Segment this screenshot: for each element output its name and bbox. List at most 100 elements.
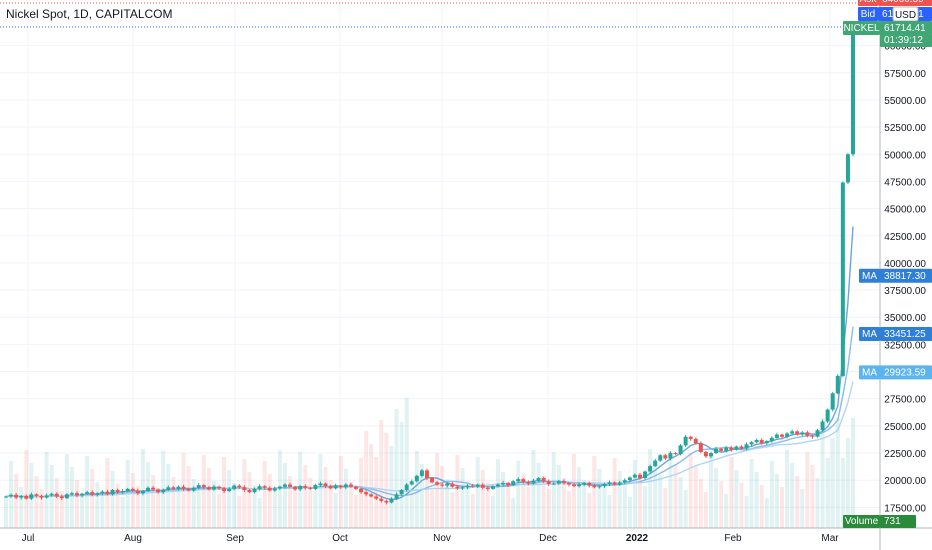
candle-body	[693, 438, 698, 444]
volume-bar	[171, 477, 176, 528]
candle-body	[734, 446, 739, 450]
candle-body	[313, 485, 318, 489]
candle-body	[90, 492, 95, 495]
candle-body	[744, 444, 749, 449]
volume-bar	[805, 452, 810, 528]
candle-body	[166, 487, 171, 490]
volume-bar	[394, 409, 399, 528]
candle-body	[211, 486, 216, 490]
volume-bar	[95, 482, 100, 528]
volume-bar	[318, 454, 323, 528]
volume-bar	[348, 482, 353, 528]
volume-bar	[724, 494, 729, 528]
currency-button[interactable]: USD	[892, 6, 919, 22]
volume-bar	[719, 481, 724, 528]
volume-tag-value: 731	[880, 515, 916, 528]
volume-bar	[845, 438, 850, 528]
volume-bar	[501, 472, 506, 528]
candle-body	[196, 485, 201, 488]
candle-body	[506, 482, 511, 486]
volume-bar	[790, 463, 795, 528]
volume-bar	[379, 420, 384, 528]
candle-body	[708, 453, 713, 457]
candle-body	[288, 484, 293, 487]
volume-bar	[480, 470, 485, 528]
candle-body	[414, 475, 419, 482]
volume-bar	[643, 486, 648, 528]
volume-bar	[39, 489, 44, 528]
volume-bar	[582, 480, 587, 528]
volume-bar	[688, 453, 693, 528]
volume-bar	[708, 455, 713, 528]
volume-bar	[146, 462, 151, 528]
candle-body	[424, 470, 429, 479]
x-tick-label: Feb	[724, 533, 742, 544]
y-tick-label: 60000.00	[884, 42, 926, 53]
candle-body	[516, 479, 521, 482]
volume-bar	[693, 466, 698, 528]
volume-bar	[546, 489, 551, 528]
candle-body	[597, 486, 602, 488]
volume-bar	[34, 476, 39, 528]
candle-body	[59, 496, 64, 499]
volume-bar	[115, 484, 120, 528]
candle-body	[541, 478, 546, 482]
candle-body	[293, 486, 298, 490]
y-tick-label: 22500.00	[884, 449, 926, 460]
ma-tag-value-3-text: 29923.59	[884, 367, 926, 378]
candle-body	[171, 487, 176, 489]
candle-body	[840, 182, 845, 376]
bid-label: Bid	[858, 7, 878, 21]
volume-bar	[769, 461, 774, 528]
volume-bar	[374, 457, 379, 528]
candle-body	[835, 375, 840, 394]
candle-body	[810, 435, 815, 437]
volume-bar	[511, 498, 516, 528]
volume-tag-label: Volume	[843, 515, 880, 528]
volume-bar	[267, 474, 272, 528]
candle-body	[120, 491, 125, 493]
candle-body	[298, 486, 303, 490]
candle-body	[790, 431, 795, 434]
candle-body	[308, 487, 313, 489]
candle-body	[531, 480, 536, 484]
volume-bar	[460, 468, 465, 528]
candle-body	[348, 484, 353, 487]
volume-bar	[602, 482, 607, 528]
currency-button-text: USD	[895, 10, 916, 21]
volume-bar	[176, 490, 181, 528]
x-tick-label: Dec	[539, 533, 557, 544]
volume-bar	[419, 464, 424, 528]
volume-bar	[14, 474, 19, 528]
candle-body	[222, 488, 227, 492]
candle-body	[830, 393, 835, 410]
volume-bar	[754, 472, 759, 528]
volume-bar	[551, 452, 556, 528]
candle-body	[343, 484, 348, 488]
candle-body	[526, 481, 531, 484]
volume-bar	[196, 492, 201, 528]
volume-bar	[825, 458, 830, 528]
y-tick-label: 40000.00	[884, 259, 926, 270]
volume-bar	[658, 475, 663, 528]
candle-body	[536, 478, 541, 481]
volume-bar	[830, 438, 835, 528]
volume-bar	[257, 498, 262, 528]
volume-bar	[673, 464, 678, 528]
volume-bar	[424, 477, 429, 528]
candle-body	[242, 487, 247, 490]
candle-body	[217, 486, 222, 489]
volume-bar	[272, 487, 277, 528]
y-tick-label: 52500.00	[884, 123, 926, 134]
candle-body	[582, 482, 587, 485]
candle-body	[627, 477, 632, 481]
candle-body	[678, 445, 683, 455]
countdown-tag-text: 01:39:12	[884, 35, 923, 46]
candle-body	[338, 485, 343, 488]
volume-bar	[404, 398, 409, 528]
volume-bar	[328, 480, 333, 528]
candle-body	[151, 487, 156, 490]
candle-body	[24, 495, 29, 499]
volume-bar	[186, 466, 191, 528]
